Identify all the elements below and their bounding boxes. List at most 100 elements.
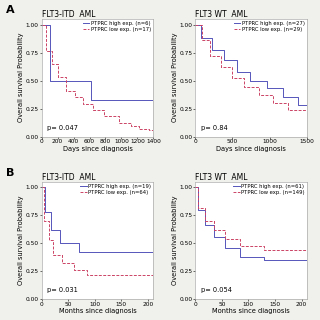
PTPRC high exp. (n=61)	[223, 235, 227, 238]
PTPRC low exp. (n=17)	[81, 95, 85, 99]
PTPRC high exp. (n=27)	[199, 36, 203, 40]
PTPRC low exp. (n=17)	[137, 124, 141, 128]
PTPRC low exp. (n=149)	[203, 219, 207, 223]
PTPRC low exp. (n=17)	[91, 102, 95, 106]
Text: p= 0.047: p= 0.047	[47, 124, 78, 131]
PTPRC low exp. (n=64)	[42, 219, 46, 223]
PTPRC high exp. (n=27)	[296, 103, 300, 107]
PTPRC high exp. (n=6)	[48, 23, 52, 27]
PTPRC low exp. (n=149)	[305, 248, 309, 252]
PTPRC low exp. (n=17)	[73, 89, 77, 92]
PTPRC low exp. (n=149)	[238, 244, 242, 247]
PTPRC high exp. (n=27)	[193, 23, 197, 27]
PTPRC high exp. (n=27)	[248, 70, 252, 74]
PTPRC high exp. (n=27)	[296, 95, 300, 99]
PTPRC low exp. (n=17)	[129, 124, 133, 128]
PTPRC low exp. (n=29)	[200, 23, 204, 27]
PTPRC high exp. (n=27)	[210, 36, 213, 40]
PTPRC low exp. (n=64)	[47, 238, 51, 242]
PTPRC low exp. (n=29)	[208, 38, 212, 42]
Legend: PTPRC high exp. (n=61), PTPRC low exp. (n=149): PTPRC high exp. (n=61), PTPRC low exp. (…	[232, 183, 306, 196]
PTPRC low exp. (n=29)	[243, 85, 246, 89]
Y-axis label: Overall survival Probability: Overall survival Probability	[172, 33, 178, 123]
PTPRC low exp. (n=149)	[262, 248, 266, 252]
PTPRC low exp. (n=64)	[85, 273, 89, 276]
PTPRC low exp. (n=17)	[64, 75, 68, 79]
PTPRC high exp. (n=61)	[196, 186, 200, 189]
PTPRC low exp. (n=17)	[137, 127, 141, 131]
Text: FLT3 WT  AML: FLT3 WT AML	[195, 173, 248, 182]
PTPRC high exp. (n=19)	[77, 241, 81, 245]
PTPRC low exp. (n=149)	[212, 228, 216, 232]
PTPRC high exp. (n=19)	[40, 186, 44, 189]
PTPRC high exp. (n=27)	[222, 48, 226, 52]
PTPRC low exp. (n=149)	[203, 205, 207, 209]
PTPRC low exp. (n=149)	[223, 228, 227, 232]
PTPRC high exp. (n=61)	[262, 255, 266, 259]
Line: PTPRC low exp. (n=64): PTPRC low exp. (n=64)	[42, 188, 153, 275]
PTPRC low exp. (n=64)	[52, 252, 55, 256]
PTPRC low exp. (n=17)	[56, 62, 60, 66]
PTPRC high exp. (n=61)	[212, 235, 216, 238]
Legend: PTPRC high exp. (n=6), PTPRC low exp. (n=17): PTPRC high exp. (n=6), PTPRC low exp. (n…	[82, 20, 152, 33]
PTPRC high exp. (n=6)	[151, 98, 155, 101]
PTPRC high exp. (n=27)	[222, 59, 226, 62]
PTPRC high exp. (n=19)	[151, 250, 155, 254]
PTPRC low exp. (n=64)	[60, 252, 64, 256]
PTPRC low exp. (n=29)	[243, 76, 246, 80]
PTPRC low exp. (n=17)	[117, 121, 121, 125]
PTPRC high exp. (n=19)	[77, 250, 81, 254]
PTPRC low exp. (n=149)	[262, 244, 266, 247]
PTPRC high exp. (n=27)	[265, 86, 269, 90]
PTPRC high exp. (n=27)	[248, 79, 252, 83]
Line: PTPRC high exp. (n=6): PTPRC high exp. (n=6)	[42, 25, 153, 100]
PTPRC high exp. (n=27)	[305, 103, 309, 107]
PTPRC low exp. (n=149)	[196, 205, 200, 209]
PTPRC high exp. (n=27)	[265, 79, 269, 83]
Text: p= 0.84: p= 0.84	[201, 124, 228, 131]
Legend: PTPRC high exp. (n=27), PTPRC low exp. (n=29): PTPRC high exp. (n=27), PTPRC low exp. (…	[233, 20, 306, 33]
PTPRC low exp. (n=29)	[305, 108, 309, 112]
PTPRC high exp. (n=6)	[48, 79, 52, 83]
PTPRC low exp. (n=29)	[257, 85, 261, 89]
PTPRC low exp. (n=17)	[148, 128, 151, 132]
PTPRC low exp. (n=64)	[85, 268, 89, 272]
Line: PTPRC high exp. (n=19): PTPRC high exp. (n=19)	[42, 188, 153, 252]
PTPRC high exp. (n=6)	[89, 79, 93, 83]
PTPRC low exp. (n=64)	[72, 268, 76, 272]
PTPRC high exp. (n=6)	[40, 23, 44, 27]
X-axis label: Months since diagnosis: Months since diagnosis	[59, 308, 136, 315]
PTPRC low exp. (n=64)	[151, 273, 155, 276]
Line: PTPRC low exp. (n=29): PTPRC low exp. (n=29)	[195, 25, 307, 110]
PTPRC low exp. (n=149)	[212, 219, 216, 223]
PTPRC low exp. (n=17)	[56, 75, 60, 79]
Legend: PTPRC high exp. (n=19), PTPRC low exp. (n=64): PTPRC high exp. (n=19), PTPRC low exp. (…	[79, 183, 152, 196]
PTPRC high exp. (n=61)	[238, 255, 242, 259]
PTPRC low exp. (n=64)	[60, 261, 64, 265]
PTPRC high exp. (n=19)	[58, 241, 62, 245]
PTPRC low exp. (n=64)	[40, 186, 44, 189]
PTPRC high exp. (n=61)	[212, 223, 216, 227]
PTPRC low exp. (n=17)	[151, 128, 155, 132]
PTPRC high exp. (n=19)	[49, 228, 53, 232]
PTPRC high exp. (n=27)	[199, 23, 203, 27]
Text: FLT3-ITD  AML: FLT3-ITD AML	[42, 173, 95, 182]
PTPRC low exp. (n=149)	[193, 186, 197, 189]
PTPRC high exp. (n=61)	[193, 186, 197, 189]
Line: PTPRC low exp. (n=17): PTPRC low exp. (n=17)	[42, 25, 153, 130]
PTPRC low exp. (n=29)	[208, 54, 212, 58]
Y-axis label: Overall survival Probability: Overall survival Probability	[172, 196, 178, 285]
X-axis label: Days since diagnosis: Days since diagnosis	[216, 146, 286, 152]
PTPRC low exp. (n=17)	[91, 108, 95, 112]
Text: FLT3 WT  AML: FLT3 WT AML	[195, 10, 248, 19]
Line: PTPRC high exp. (n=27): PTPRC high exp. (n=27)	[195, 25, 307, 105]
Text: p= 0.054: p= 0.054	[201, 287, 232, 293]
Y-axis label: Overall survival Probability: Overall survival Probability	[18, 196, 24, 285]
PTPRC low exp. (n=17)	[64, 89, 68, 92]
PTPRC low exp. (n=29)	[200, 38, 204, 42]
PTPRC low exp. (n=29)	[272, 93, 276, 97]
PTPRC high exp. (n=27)	[235, 70, 239, 74]
PTPRC low exp. (n=17)	[148, 127, 151, 131]
PTPRC low exp. (n=17)	[117, 115, 121, 118]
PTPRC high exp. (n=61)	[196, 208, 200, 212]
